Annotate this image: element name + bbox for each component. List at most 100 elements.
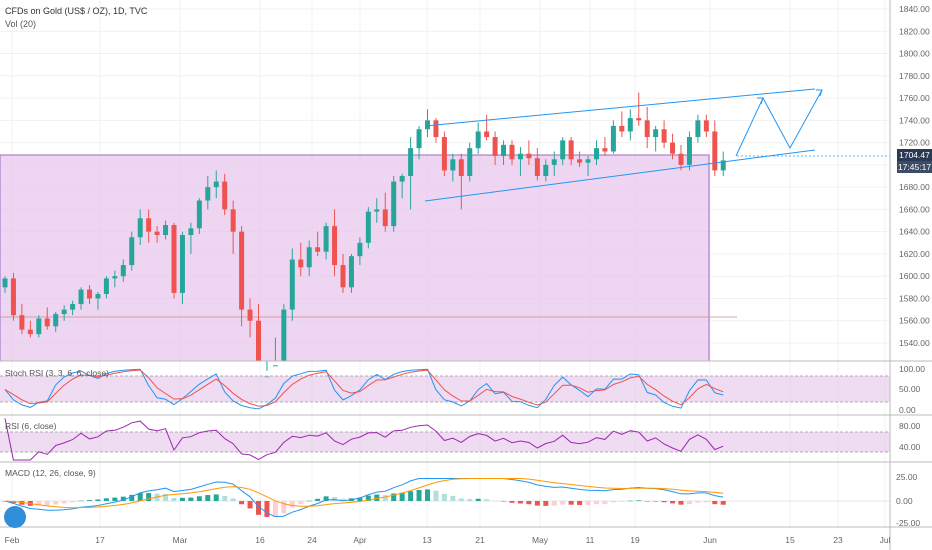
macd-bar	[340, 498, 346, 501]
macd-bar	[53, 501, 59, 505]
candle-body	[112, 276, 118, 279]
macd-bar	[695, 501, 701, 503]
price-tick: 1560.00	[899, 316, 930, 326]
macd-bar	[61, 501, 67, 504]
macd-bar	[357, 497, 363, 501]
macd-bar	[239, 501, 245, 505]
candle-body	[2, 278, 8, 288]
macd-bar	[163, 493, 169, 501]
time-tick: May	[532, 535, 549, 545]
candle-body	[441, 137, 447, 171]
macd-tick: 25.00	[896, 472, 918, 482]
stoch-rsi-panel	[0, 368, 890, 410]
time-tick: 16	[255, 535, 265, 545]
candle-body	[19, 315, 25, 330]
macd-bar	[399, 492, 405, 501]
candle-body	[357, 242, 363, 257]
chart-title: CFDs on Gold (US$ / OZ), 1D, TVC	[5, 6, 148, 16]
candle-body	[594, 148, 599, 160]
candle-body	[416, 129, 422, 149]
time-tick: Apr	[353, 535, 366, 545]
candle-body	[585, 159, 591, 163]
price-tick: 1820.00	[899, 26, 930, 36]
macd-bar	[382, 495, 388, 501]
macd-bar	[95, 499, 101, 501]
candle-body	[543, 164, 549, 176]
macd-bar	[205, 495, 211, 501]
candle-body	[44, 318, 50, 327]
macd-bar	[222, 495, 228, 501]
macd-bar	[391, 493, 397, 501]
candle-body	[247, 309, 253, 321]
rsi-panel	[0, 418, 890, 461]
tradingview-logo-icon[interactable]	[4, 506, 26, 528]
candle-body	[95, 294, 101, 299]
macd-bar	[196, 496, 202, 501]
support-zone	[0, 154, 710, 362]
candle-body	[501, 144, 507, 156]
candle-body	[509, 144, 515, 160]
macd-bar	[120, 496, 126, 501]
price-tick: 1600.00	[899, 271, 930, 281]
stoch-band	[0, 376, 890, 402]
candle-body	[146, 218, 152, 232]
macd-bar	[526, 501, 532, 505]
candle-body	[230, 209, 236, 232]
candle-body	[205, 187, 211, 201]
candle-body	[636, 118, 642, 121]
macd-bar	[551, 501, 557, 506]
macd-bar	[103, 498, 109, 501]
macd-bar	[129, 494, 135, 501]
candle-body	[425, 120, 430, 130]
macd-bar	[484, 499, 490, 501]
channel-upper	[424, 88, 816, 127]
macd-bar	[230, 498, 236, 501]
candle-body	[188, 228, 194, 236]
candle-body	[315, 247, 321, 252]
price-tick: 1720.00	[899, 138, 930, 148]
stoch-tick: 100.00	[899, 364, 925, 374]
candle-body	[222, 181, 228, 210]
candle-body	[467, 148, 473, 176]
candle-body	[610, 125, 616, 152]
macd-bar	[475, 498, 481, 501]
time-tick: 23	[833, 535, 843, 545]
price-tick: 1620.00	[899, 249, 930, 259]
macd-bar	[272, 501, 278, 517]
volume-label: Vol (20)	[5, 19, 37, 29]
macd-bar	[433, 490, 439, 501]
stoch-tick: 50.00	[899, 384, 921, 394]
candle-body	[137, 218, 143, 238]
macd-panel	[0, 478, 890, 518]
candles	[2, 92, 726, 378]
candle-body	[171, 224, 177, 293]
macd-bar	[416, 489, 422, 501]
candle-body	[484, 131, 490, 138]
macd-bar	[408, 491, 414, 501]
macd-bar	[610, 501, 616, 503]
candle-body	[661, 129, 667, 143]
macd-bar	[289, 501, 295, 508]
candle-body	[686, 137, 692, 165]
candle-body	[560, 140, 566, 160]
channel-lower	[424, 149, 816, 202]
projection-arrow-2	[816, 89, 823, 97]
macd-line	[4, 478, 724, 518]
time-tick: 19	[630, 535, 640, 545]
candle-body	[179, 235, 185, 293]
candle-body	[695, 120, 701, 138]
candle-body	[272, 365, 278, 367]
time-tick: Feb	[5, 535, 20, 545]
candle-body	[154, 231, 160, 236]
macd-bar	[543, 501, 549, 506]
candle-body	[526, 153, 532, 159]
price-tick: 1760.00	[899, 93, 930, 103]
candle-body	[475, 131, 481, 149]
macd-bar	[281, 501, 287, 514]
stoch-tick: 0.00	[899, 405, 916, 415]
macd-bar	[36, 501, 42, 506]
candle-body	[577, 159, 583, 163]
time-tick: Mar	[173, 535, 188, 545]
macd-bar	[627, 500, 633, 502]
